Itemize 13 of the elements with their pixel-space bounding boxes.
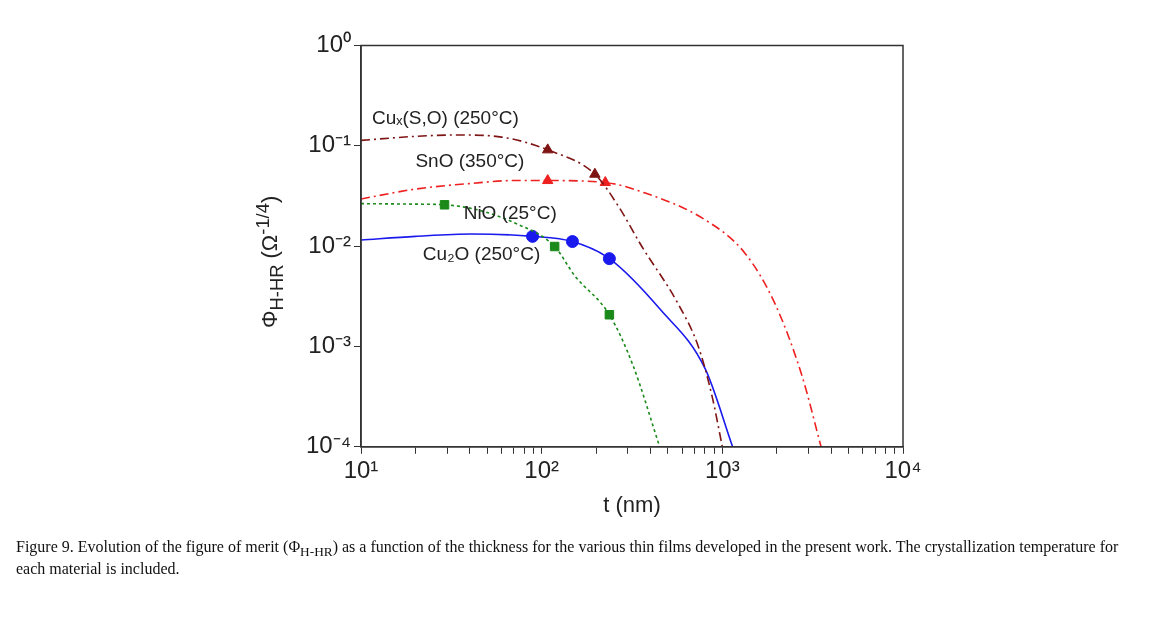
y-tick-label: 10⁰ bbox=[316, 30, 352, 58]
text: Figure 9. Evolution of the figure of merit (Φ$_{H-HR}$) as a function of the thickness for the various thin films developed in the present work. The crystallization temperature for each material is included. bbox=[16, 538, 1119, 578]
series-label: SnO (350°C) bbox=[415, 149, 525, 171]
y-tick-label: 10⁻² bbox=[308, 230, 352, 258]
y-tick-label: 10⁻³ bbox=[308, 331, 352, 359]
x-tick-label: 10⁴ bbox=[884, 455, 922, 483]
y-tick-label: 10⁻¹ bbox=[308, 130, 352, 158]
x-tick-label: 10² bbox=[524, 455, 560, 483]
series-label: NiO (25°C) bbox=[463, 202, 557, 224]
series-label: Cu₂O (250°C) bbox=[422, 243, 541, 265]
series-label: Cuₓ(S,O) (250°C) bbox=[371, 106, 519, 128]
x-tick-label: 10³ bbox=[704, 455, 740, 483]
x-axis-title: t (nm) bbox=[603, 491, 661, 517]
